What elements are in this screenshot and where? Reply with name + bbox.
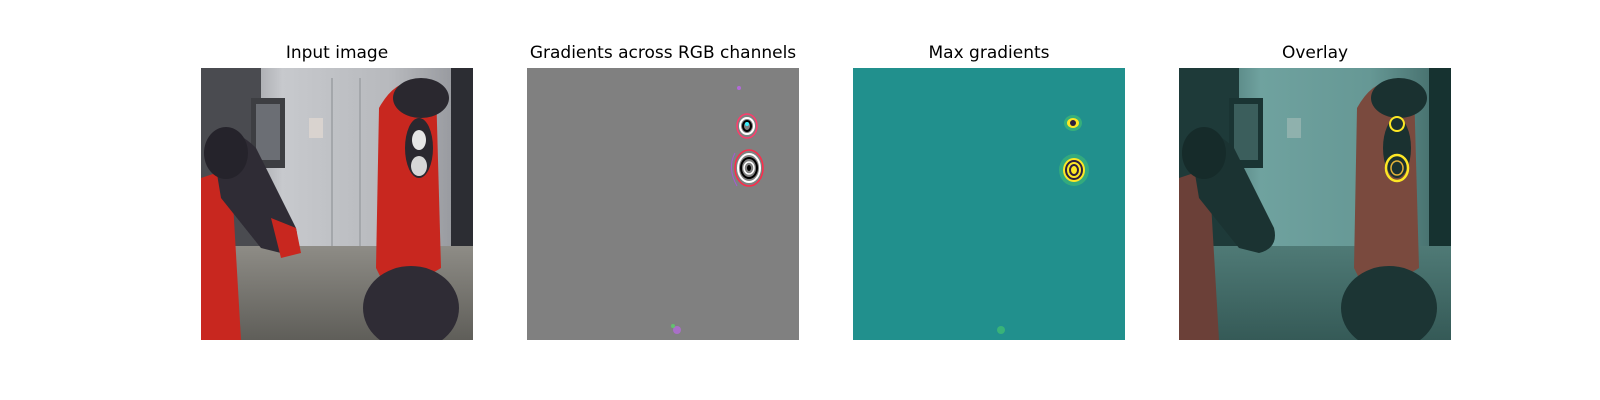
max-gradients-image <box>853 68 1125 340</box>
panel-title-input-image: Input image <box>285 43 389 63</box>
panel-title-rgb-gradients: Gradients across RGB channels <box>529 43 797 63</box>
panel-title-overlay: Overlay <box>1281 43 1349 63</box>
panel-max-gradients: Max gradients <box>853 41 1125 341</box>
rgb-gradients-image <box>527 68 799 340</box>
panel-title-max-gradients: Max gradients <box>928 43 1050 63</box>
input-image <box>201 68 473 340</box>
panel-overlay: Overlay <box>1179 41 1451 341</box>
overlay-image <box>1179 68 1451 340</box>
panel-rgb-gradients: Gradients across RGB channels <box>527 41 799 341</box>
panel-input-image: Input image <box>201 41 473 341</box>
